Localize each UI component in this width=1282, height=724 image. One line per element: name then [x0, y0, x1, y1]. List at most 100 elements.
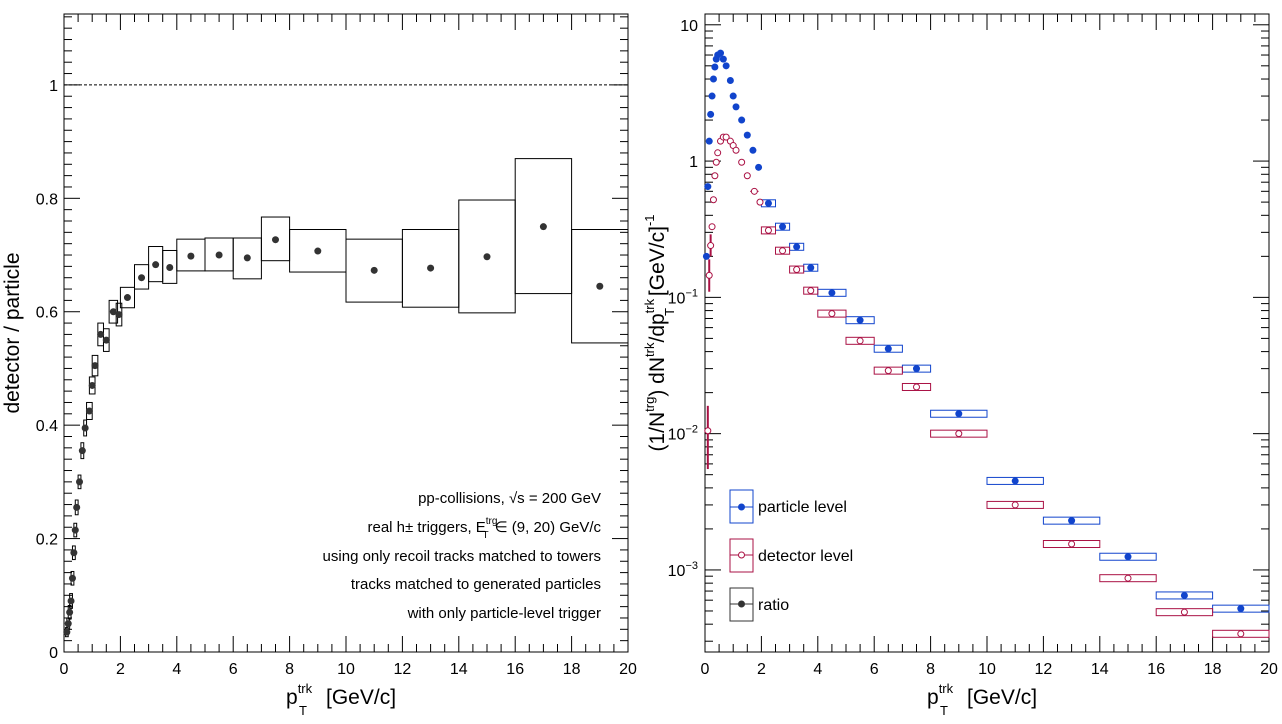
- ylabel-part-0: (1/N: [646, 412, 669, 452]
- ylabel-part-8: -1: [642, 214, 657, 226]
- x-tick-label: 14: [1091, 661, 1109, 678]
- ratio-point: [81, 424, 89, 432]
- detector-point: [779, 247, 787, 255]
- detector-point: [714, 149, 722, 157]
- x-tick-label: 16: [1147, 661, 1165, 678]
- particle-sys-box: [1155, 591, 1214, 600]
- x-tick-label: 0: [701, 661, 710, 678]
- ratio-point: [63, 628, 71, 636]
- ratio-point: [272, 236, 279, 244]
- annotation-triggers-sub: T: [482, 530, 488, 541]
- ratio-x-axis-title-unit: [GeV/c]: [326, 686, 396, 709]
- legend-detector-label: detector level: [758, 548, 853, 565]
- x-tick-label: 2: [116, 661, 125, 678]
- x-tick-label: 2: [757, 661, 766, 678]
- annotation-particle-trigger: with only particle-level trigger: [407, 605, 601, 622]
- spectrum-x-axis-title-sup: trk: [939, 681, 954, 696]
- detector-sys-box: [789, 265, 805, 274]
- ratio-point: [73, 503, 81, 511]
- y-tick-base: 10: [668, 563, 686, 580]
- ylabel-part-7: [GeV/c]: [646, 226, 669, 302]
- x-tick-label: 16: [506, 661, 524, 678]
- ratio-point: [71, 526, 79, 534]
- detector-point: [704, 427, 712, 435]
- detector-point: [708, 223, 716, 231]
- x-tick-label: 18: [1204, 661, 1222, 678]
- x-tick-label: 10: [978, 661, 996, 678]
- annotation-collisions: pp-collisions, √s = 200 GeV: [418, 490, 601, 507]
- x-tick-label: 14: [450, 661, 468, 678]
- x-tick-label: 8: [926, 661, 935, 678]
- particle-point: [722, 62, 730, 70]
- detector-point: [732, 146, 740, 154]
- spectrum-y-axis-title: (1/Ntrg) dNtrk/dptrk T [GeV/c]-1: [642, 214, 677, 451]
- particle-point: [779, 223, 787, 231]
- particle-point: [884, 345, 892, 353]
- x-tick-label: 12: [1035, 661, 1053, 678]
- detector-point: [705, 271, 713, 279]
- y-tick-base: 10: [668, 290, 686, 307]
- detector-point: [722, 133, 730, 141]
- ratio-point: [115, 311, 123, 319]
- x-tick-label: 4: [172, 661, 181, 678]
- legend-detector-marker: [738, 551, 745, 559]
- ratio-point: [187, 252, 195, 260]
- ratio-point: [138, 274, 146, 282]
- detector-point: [1180, 608, 1188, 616]
- detector-sys-box: [1212, 629, 1270, 638]
- detector-point: [764, 226, 772, 234]
- ratio-panel: 0 2 4 6 8 10 12 14 16 18 20 0 0.2 0.4 0.6 0.8 1 detecto…: [1, 13, 637, 718]
- particle-point: [711, 63, 719, 71]
- ylabel-part-4: /dp: [646, 313, 669, 342]
- particle-point: [1237, 605, 1245, 613]
- x-tick-label: 6: [229, 661, 238, 678]
- ylabel-part-5: trk: [642, 298, 657, 313]
- particle-point: [1068, 517, 1076, 525]
- detector-point: [707, 242, 715, 250]
- detector-point: [807, 287, 815, 295]
- annotation-triggers-range: ∈ (9, 20) GeV/c: [495, 519, 602, 536]
- particle-point: [726, 77, 734, 85]
- spectrum-x-axis-title-unit: [GeV/c]: [967, 686, 1037, 709]
- detector-point: [884, 367, 892, 375]
- particle-point: [707, 110, 715, 118]
- detector-point: [711, 172, 719, 180]
- particle-point: [709, 75, 717, 83]
- annotation-recoil: using only recoil tracks matched to towe…: [323, 548, 601, 565]
- ratio-point: [91, 362, 99, 370]
- detector-point: [856, 337, 864, 345]
- legend-entry-particle: particle level: [729, 489, 847, 524]
- ratio-point: [243, 254, 251, 262]
- particle-point: [856, 316, 864, 324]
- ratio-y-axis: 0 0.2 0.4 0.6 0.8 1: [36, 16, 628, 662]
- ratio-point: [109, 308, 117, 316]
- ratio-point: [66, 608, 74, 616]
- ratio-x-axis-title: ptrk T [GeV/c]: [286, 681, 396, 718]
- particle-point: [755, 163, 763, 171]
- particle-point: [702, 252, 710, 260]
- ratio-point: [314, 247, 322, 255]
- y-tick-exponent: −3: [685, 560, 698, 572]
- ratio-point: [483, 253, 491, 261]
- particle-point: [955, 410, 963, 418]
- x-tick-label: 0: [60, 661, 69, 678]
- ratio-point: [123, 294, 131, 302]
- ratio-y-axis-title: detector / particle: [1, 252, 24, 413]
- ratio-x-axis-title-p: p: [286, 686, 298, 709]
- particle-point: [743, 131, 751, 139]
- detector-point: [793, 266, 801, 274]
- ratio-annotation-block: pp-collisions, √s = 200 GeV real h± trig…: [323, 490, 602, 622]
- y-tick-label: 0: [49, 645, 58, 662]
- ratio-point: [596, 282, 604, 290]
- y-tick-label: 1: [49, 78, 58, 95]
- legend-ratio-label: ratio: [758, 597, 789, 614]
- legend-entry-ratio: ratio: [729, 587, 789, 622]
- ratio-point: [70, 549, 78, 557]
- detector-point: [743, 172, 751, 180]
- detector-point: [738, 158, 746, 166]
- ratio-sys-box: [514, 158, 573, 295]
- x-tick-label: 18: [563, 661, 581, 678]
- ratio-point: [215, 251, 223, 259]
- legend-particle-marker: [738, 503, 745, 511]
